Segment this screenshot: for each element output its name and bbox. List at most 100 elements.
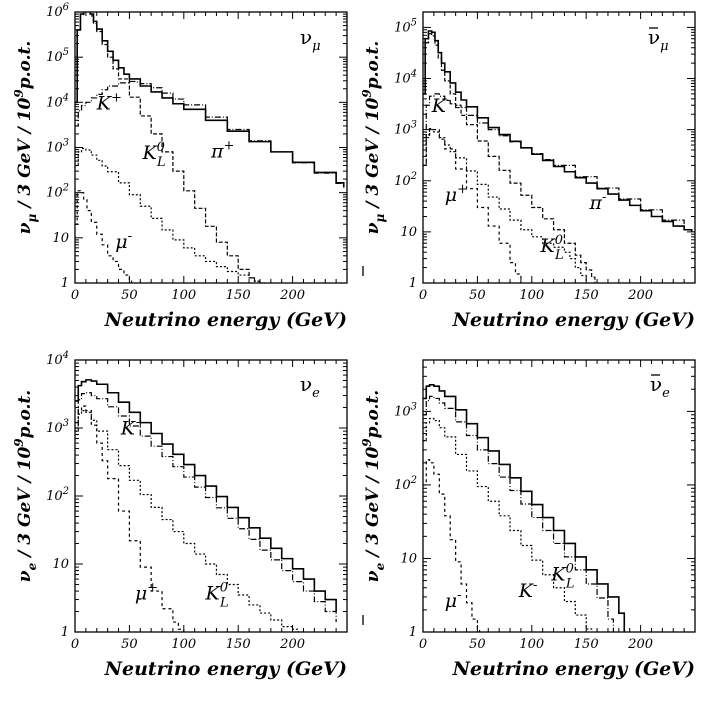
annotation-sup: - xyxy=(128,229,132,244)
x-tick-label: 0 xyxy=(71,637,79,652)
y-tick-mantissa: 10 xyxy=(52,231,69,246)
x-tick-label: 150 xyxy=(574,637,599,652)
annotation-sup: + xyxy=(224,139,235,154)
y-tick-label: 10 xyxy=(52,231,69,246)
x-tick-label: 200 xyxy=(627,288,653,303)
y-label-nu: ν xyxy=(363,570,383,582)
annotation-main: π xyxy=(210,141,224,163)
annotation-main: K xyxy=(540,235,557,257)
y-label-nu: ν xyxy=(363,222,383,234)
y-tick-exponent: 3 xyxy=(63,418,69,429)
x-tick-label: 100 xyxy=(171,637,196,652)
y-tick-exponent: 4 xyxy=(62,92,69,103)
annotation-main: μ xyxy=(115,231,127,253)
y-label-exp: 9 xyxy=(360,438,374,447)
x-tick-label: 150 xyxy=(226,637,251,652)
x-tick-label: 0 xyxy=(71,288,79,303)
flavour-label: νe xyxy=(650,372,670,401)
annotation-sup: + xyxy=(135,416,146,431)
y-tick-exponent: 5 xyxy=(63,47,69,58)
series-group xyxy=(423,383,626,632)
y-tick-label: 103 xyxy=(394,120,417,138)
y-tick-exponent: 5 xyxy=(411,17,417,28)
y-label-nu: ν xyxy=(15,222,35,234)
annotation-sup: 0 xyxy=(566,562,574,577)
y-tick-label: 1 xyxy=(61,276,69,291)
y-axis-label: νμ / 3 GeV / 109p.o.t. xyxy=(360,41,387,235)
y-label-exp: 9 xyxy=(12,438,26,447)
y-tick-exponent: 2 xyxy=(410,475,417,486)
x-tick-label: 200 xyxy=(279,637,305,652)
y-label-tail: p.o.t. xyxy=(15,390,35,439)
y-tick-exponent: 4 xyxy=(410,69,417,80)
x-axis-label: Neutrino energy (GeV) xyxy=(452,309,695,331)
annotation-sup: - xyxy=(533,578,537,593)
series-group xyxy=(423,30,693,283)
y-tick-mantissa: 10 xyxy=(46,50,63,65)
y-tick-label: 103 xyxy=(46,138,69,156)
annotation-sub: L xyxy=(156,155,166,170)
y-tick-label: 106 xyxy=(46,2,70,20)
y-label-rest: / 3 GeV / 10 xyxy=(363,97,383,213)
y-tick-mantissa: 10 xyxy=(46,421,63,436)
series-total xyxy=(75,379,337,612)
x-tick-label: 0 xyxy=(419,288,427,303)
y-label-tail: p.o.t. xyxy=(15,41,35,90)
y-tick-mantissa: 10 xyxy=(394,72,411,87)
y-tick-label: 103 xyxy=(46,418,69,436)
y-tick-mantissa: 10 xyxy=(394,478,411,493)
y-label-sub: μ xyxy=(25,213,39,222)
y-label-sub: e xyxy=(25,562,39,570)
y-tick-mantissa: 1 xyxy=(409,276,417,291)
y-tick-label: 105 xyxy=(46,47,69,65)
annotation-label: π+ xyxy=(210,139,234,163)
y-tick-mantissa: 10 xyxy=(46,186,63,201)
annotation-label: μ+ xyxy=(135,581,158,605)
series-k0l xyxy=(423,417,593,632)
annotation-label: K0 L xyxy=(141,140,165,170)
x-tick-label: 100 xyxy=(171,288,196,303)
y-tick-label: 1 xyxy=(409,625,417,640)
annotation-main: K xyxy=(431,95,448,117)
series-k0l xyxy=(75,147,266,283)
x-tick-label: 50 xyxy=(469,637,486,652)
series-k0l xyxy=(423,129,587,283)
x-tick-label: 50 xyxy=(121,288,138,303)
x-axis-label: Neutrino energy (GeV) xyxy=(104,309,347,331)
annotation-label: K- xyxy=(431,93,451,117)
series-pion xyxy=(423,33,596,283)
y-tick-mantissa: 10 xyxy=(46,95,63,110)
y-label-nu: ν xyxy=(15,570,35,582)
y-tick-mantissa: 10 xyxy=(394,174,411,189)
flavour-sub: e xyxy=(312,386,320,401)
y-tick-mantissa: 10 xyxy=(52,557,69,572)
x-tick-label: 200 xyxy=(279,288,305,303)
annotation-main: K xyxy=(96,92,113,114)
y-label-rest: / 3 GeV / 10 xyxy=(15,97,35,213)
series-group xyxy=(75,379,337,632)
flavour-symbol: ν xyxy=(300,25,312,49)
annotation-sup: + xyxy=(111,90,122,105)
y-tick-mantissa: 10 xyxy=(394,123,411,138)
annotation-sub: L xyxy=(565,577,575,592)
y-tick-exponent: 3 xyxy=(411,401,417,412)
x-tick-label: 150 xyxy=(226,288,251,303)
y-tick-mantissa: 10 xyxy=(46,353,63,368)
annotation-main: K xyxy=(550,564,567,586)
y-tick-label: 10 xyxy=(400,551,417,566)
y-label-tail: p.o.t. xyxy=(363,390,383,439)
y-tick-label: 1 xyxy=(61,625,69,640)
annotation-main: μ xyxy=(445,184,457,206)
series-total xyxy=(75,12,345,188)
annotation-sup: - xyxy=(457,588,461,603)
annotation-main: μ xyxy=(135,583,147,605)
x-tick-label: 0 xyxy=(419,637,427,652)
y-label-exp: 9 xyxy=(360,89,374,98)
annotation-label: K0 L xyxy=(550,562,574,592)
y-tick-mantissa: 1 xyxy=(409,625,417,640)
annotation-main: K xyxy=(120,418,137,440)
y-tick-exponent: 3 xyxy=(411,120,417,131)
